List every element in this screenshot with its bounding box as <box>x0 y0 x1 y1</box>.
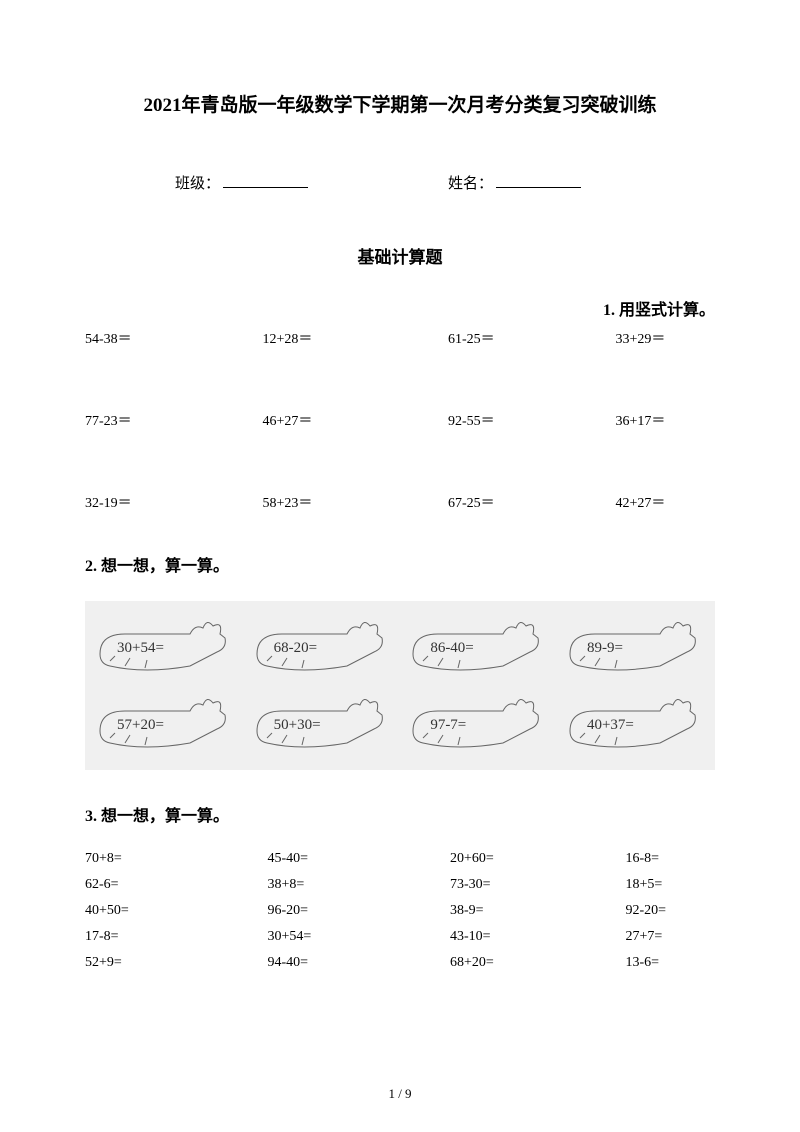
calc-item: 18+5= <box>558 877 716 893</box>
carrot-section: 30+54= 68-20= 86-40= 89-9= 57+20= 50+30=… <box>85 601 715 770</box>
calc-item: 46+27＝ <box>243 410 401 430</box>
calc-item: 68+20= <box>400 955 558 971</box>
calc-item: 77-23＝ <box>85 410 243 430</box>
calc-item: 54-38＝ <box>85 328 243 348</box>
carrot-shape: 89-9= <box>565 616 705 678</box>
calc-item: 94-40= <box>243 955 401 971</box>
carrot-text: 86-40= <box>430 640 473 657</box>
calc-item: 73-30= <box>400 877 558 893</box>
calc-item: 96-20= <box>243 903 401 919</box>
q3-title: 3. 想一想，算一算。 <box>85 802 715 826</box>
calc-item: 27+7= <box>558 929 716 945</box>
carrot-shape: 50+30= <box>252 693 392 755</box>
calc-item: 52+9= <box>85 955 243 971</box>
calc-item: 33+29＝ <box>558 328 716 348</box>
calc-item: 38+8= <box>243 877 401 893</box>
name-label: 姓名： <box>448 172 493 193</box>
carrot-shape: 40+37= <box>565 693 705 755</box>
calc-item: 70+8= <box>85 851 243 867</box>
calc-item: 92-20= <box>558 903 716 919</box>
carrot-shape: 86-40= <box>408 616 548 678</box>
calc-item: 67-25＝ <box>400 492 558 512</box>
class-blank <box>223 187 308 188</box>
name-field: 姓名： <box>448 172 581 193</box>
section-title: 基础计算题 <box>85 243 715 268</box>
class-label: 班级： <box>175 172 220 193</box>
calc-item: 12+28＝ <box>243 328 401 348</box>
info-row: 班级： 姓名： <box>85 172 715 193</box>
calc-item: 20+60= <box>400 851 558 867</box>
carrot-shape: 97-7= <box>408 693 548 755</box>
calc-item: 42+27＝ <box>558 492 716 512</box>
q2-title: 2. 想一想，算一算。 <box>85 552 715 576</box>
carrot-row: 57+20= 50+30= 97-7= 40+37= <box>95 693 705 755</box>
calc-item: 45-40= <box>243 851 401 867</box>
carrot-text: 57+20= <box>117 717 164 734</box>
name-blank <box>496 187 581 188</box>
carrot-shape: 68-20= <box>252 616 392 678</box>
calc-item: 92-55＝ <box>400 410 558 430</box>
carrot-row: 30+54= 68-20= 86-40= 89-9= <box>95 616 705 678</box>
q1-grid: 54-38＝ 12+28＝ 61-25＝ 33+29＝ 77-23＝ 46+27… <box>85 328 715 512</box>
calc-item: 30+54= <box>243 929 401 945</box>
calc-item: 17-8= <box>85 929 243 945</box>
class-field: 班级： <box>175 172 308 193</box>
carrot-text: 89-9= <box>587 640 623 657</box>
carrot-shape: 30+54= <box>95 616 235 678</box>
carrot-text: 97-7= <box>430 717 466 734</box>
carrot-text: 40+37= <box>587 717 634 734</box>
carrot-shape: 57+20= <box>95 693 235 755</box>
calc-item: 58+23＝ <box>243 492 401 512</box>
calc-item: 32-19＝ <box>85 492 243 512</box>
page-number: 1 / 9 <box>0 1086 800 1102</box>
calc-item: 36+17＝ <box>558 410 716 430</box>
calc-item: 40+50= <box>85 903 243 919</box>
calc-item: 61-25＝ <box>400 328 558 348</box>
calc-item: 16-8= <box>558 851 716 867</box>
calc-item: 62-6= <box>85 877 243 893</box>
q3-grid: 70+8= 45-40= 20+60= 16-8= 62-6= 38+8= 73… <box>85 851 715 971</box>
page-title: 2021年青岛版一年级数学下学期第一次月考分类复习突破训练 <box>85 90 715 117</box>
carrot-text: 30+54= <box>117 640 164 657</box>
q1-title: 1. 用竖式计算。 <box>85 296 715 320</box>
calc-item: 38-9= <box>400 903 558 919</box>
carrot-text: 68-20= <box>274 640 317 657</box>
calc-item: 13-6= <box>558 955 716 971</box>
calc-item: 43-10= <box>400 929 558 945</box>
carrot-text: 50+30= <box>274 717 321 734</box>
